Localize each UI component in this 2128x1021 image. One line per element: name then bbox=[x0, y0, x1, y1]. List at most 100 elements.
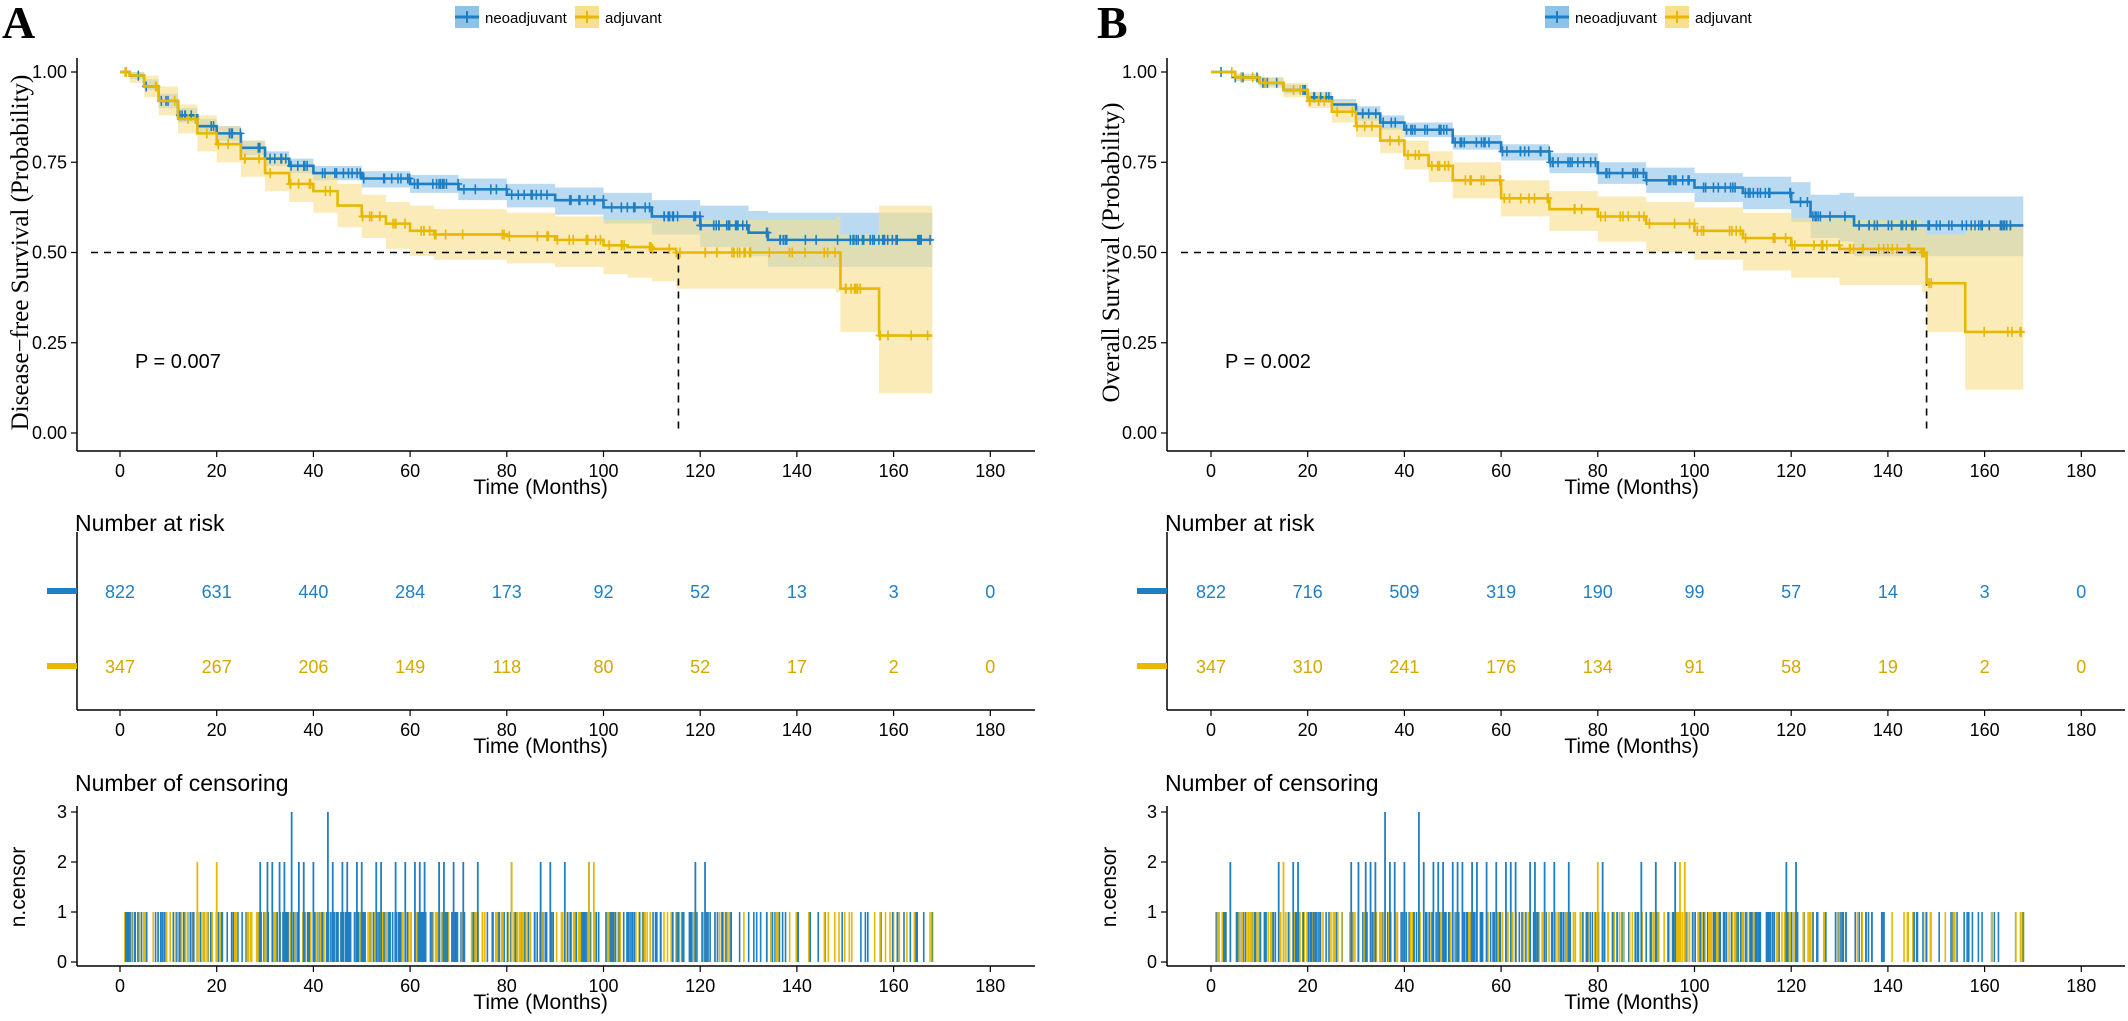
ci-band-neoadjuvant bbox=[120, 72, 933, 267]
risk-x-tick-label: 0 bbox=[115, 720, 125, 740]
censor-mark bbox=[880, 234, 889, 245]
x-tick-label: 180 bbox=[975, 461, 1005, 481]
km-plot: 0.00 0.25 0.50 0.75 1.00 0 20 40 60 80 100 120 140 16… bbox=[1098, 58, 2125, 499]
risk-count-adjuvant: 149 bbox=[395, 657, 425, 677]
censor-mark bbox=[1601, 211, 1610, 222]
censor-mark bbox=[1602, 168, 1611, 179]
censor-mark bbox=[294, 178, 303, 189]
censor-mark bbox=[281, 153, 290, 164]
x-tick-label: 60 bbox=[1491, 461, 1511, 481]
risk-count-adjuvant: 347 bbox=[1196, 657, 1226, 677]
censor-mark bbox=[645, 242, 654, 253]
censor-mark bbox=[1480, 137, 1489, 148]
censor-mark bbox=[883, 330, 892, 341]
risk-x-tick-label: 100 bbox=[588, 720, 618, 740]
censor-mark bbox=[1927, 278, 1936, 289]
legend-key-adjuvant bbox=[1665, 6, 1689, 28]
censor-mark bbox=[742, 220, 751, 231]
censor-mark bbox=[596, 234, 605, 245]
risk-x-tick-label: 20 bbox=[207, 720, 227, 740]
censor-y-axis-title: n.censor bbox=[7, 847, 30, 928]
censor-mark bbox=[923, 330, 932, 341]
censor-mark bbox=[441, 229, 450, 240]
censor-mark bbox=[833, 234, 842, 245]
censor-mark bbox=[431, 229, 440, 240]
risk-count-adjuvant: 19 bbox=[1878, 657, 1898, 677]
risk-count-adjuvant: 267 bbox=[202, 657, 232, 677]
censor-mark bbox=[1631, 168, 1640, 179]
censor-x-tick-label: 80 bbox=[497, 976, 517, 996]
censor-mark bbox=[1980, 326, 1989, 337]
x-tick-label: 140 bbox=[1873, 461, 1903, 481]
x-tick-label: 60 bbox=[400, 461, 420, 481]
censor-mark bbox=[1367, 121, 1376, 132]
censor-mark bbox=[1479, 175, 1488, 186]
censor-mark bbox=[1420, 124, 1429, 135]
censor-mark bbox=[1985, 220, 1994, 231]
censor-mark bbox=[1544, 193, 1553, 204]
censor-mark bbox=[543, 189, 551, 200]
y-tick-label: 1.00 bbox=[32, 62, 67, 82]
risk-count-adjuvant: 206 bbox=[298, 657, 328, 677]
risk-row-adjuvant-swatch bbox=[1137, 663, 1167, 669]
censor-mark bbox=[1289, 85, 1298, 96]
risk-count-adjuvant: 134 bbox=[1583, 657, 1613, 677]
risk-count-neoadjuvant: 0 bbox=[985, 582, 995, 602]
legend-label-adjuvant: adjuvant bbox=[1695, 10, 1753, 27]
risk-count-adjuvant: 347 bbox=[105, 657, 135, 677]
censor-mark bbox=[1570, 204, 1579, 215]
censor-x-tick-label: 120 bbox=[1776, 976, 1806, 996]
censor-mark bbox=[1352, 121, 1361, 132]
risk-x-tick-label: 40 bbox=[1394, 720, 1414, 740]
censor-mark bbox=[1618, 211, 1627, 222]
censor-mark bbox=[582, 234, 591, 245]
censor-mark bbox=[1645, 218, 1654, 229]
censor-mark bbox=[379, 173, 388, 184]
censor-mark bbox=[1781, 233, 1790, 244]
censor-x-tick-label: 140 bbox=[782, 976, 812, 996]
censor-mark bbox=[724, 220, 733, 231]
risk-x-tick-label: 80 bbox=[497, 720, 517, 740]
legend: neoadjuvant adjuvant bbox=[1545, 6, 1753, 28]
censor-mark bbox=[1741, 233, 1750, 244]
censor-mark bbox=[344, 168, 353, 179]
legend-key-neoadjuvant bbox=[455, 6, 479, 28]
risk-x-tick-label: 60 bbox=[400, 720, 420, 740]
risk-x-tick-label: 120 bbox=[1776, 720, 1806, 740]
censor-mark bbox=[641, 202, 650, 213]
censor-mark bbox=[254, 142, 263, 153]
censor-mark bbox=[425, 225, 434, 236]
y-axis-title: Disease−free Survival (Probability) bbox=[7, 75, 34, 431]
censor-mark bbox=[1887, 220, 1896, 231]
censor-marks-adjuvant bbox=[121, 67, 932, 341]
risk-count-neoadjuvant: 631 bbox=[202, 582, 232, 602]
censor-mark bbox=[842, 283, 851, 294]
censor-mark bbox=[1967, 220, 1976, 231]
censor-mark bbox=[1360, 121, 1369, 132]
censor-mark bbox=[266, 168, 275, 179]
censor-mark bbox=[1849, 243, 1858, 254]
censor-mark bbox=[332, 168, 341, 179]
censor-mark bbox=[1790, 240, 1799, 251]
y-tick-label: 0.75 bbox=[32, 152, 67, 172]
risk-table-title: Number at risk bbox=[75, 510, 225, 536]
censor-mark bbox=[266, 153, 275, 164]
censor-mark bbox=[630, 202, 639, 213]
censor-mark bbox=[1433, 160, 1442, 171]
censor-mark bbox=[214, 139, 223, 150]
x-axis-title: Time (Months) bbox=[473, 476, 608, 499]
y-tick-label: 0.75 bbox=[1122, 152, 1157, 172]
censor-mark bbox=[1642, 175, 1651, 186]
x-tick-label: 40 bbox=[303, 461, 323, 481]
risk-x-tick-label: 120 bbox=[685, 720, 715, 740]
y-tick-label: 0.50 bbox=[32, 243, 67, 263]
x-tick-label: 20 bbox=[1298, 461, 1318, 481]
censor-mark bbox=[1678, 175, 1687, 186]
censor-mark bbox=[1996, 220, 2005, 231]
censor-y-tick-label: 3 bbox=[1147, 802, 1157, 822]
censoring-plot: Number of censoring 0 1 2 3 n.censor 0 20 40 60 80… bbox=[1098, 770, 2125, 1014]
risk-count-adjuvant: 176 bbox=[1486, 657, 1516, 677]
censor-y-tick-label: 3 bbox=[57, 802, 67, 822]
censor-mark bbox=[1670, 218, 1679, 229]
risk-count-neoadjuvant: 13 bbox=[787, 582, 807, 602]
